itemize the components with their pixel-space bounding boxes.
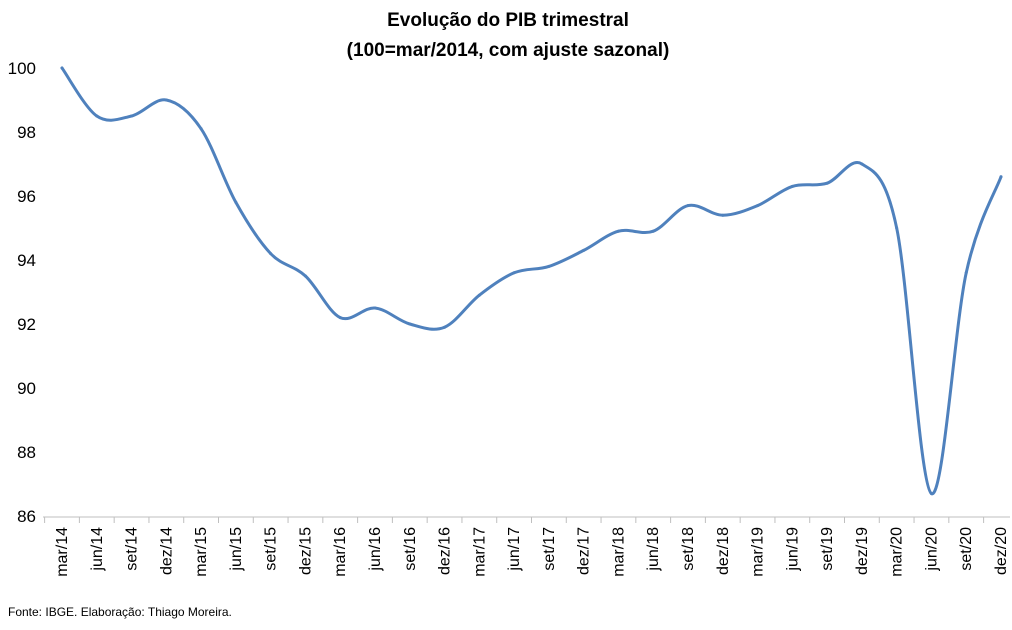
x-tick-label: mar/20 xyxy=(889,527,906,577)
x-tick-label: dez/14 xyxy=(158,527,175,575)
y-axis-ticks: 86 88 90 92 94 96 98 100 xyxy=(8,59,36,526)
x-tick-label: jun/19 xyxy=(784,527,801,572)
y-tick-label: 94 xyxy=(17,251,36,270)
x-tick-label: set/17 xyxy=(541,527,558,571)
x-tick-label: jun/16 xyxy=(367,527,384,572)
x-tick-label: mar/16 xyxy=(332,527,349,577)
data-point xyxy=(929,492,933,496)
y-tick-label: 98 xyxy=(17,123,36,142)
data-point xyxy=(616,229,620,233)
chart-subtitle: (100=mar/2014, com ajuste sazonal) xyxy=(347,40,670,61)
data-point xyxy=(825,181,829,185)
x-tick-label: dez/15 xyxy=(297,527,314,575)
data-points xyxy=(60,66,1003,496)
source-note: Fonte: IBGE. Elaboração: Thiago Moreira. xyxy=(8,605,232,619)
data-point xyxy=(269,252,273,256)
data-point xyxy=(721,213,725,217)
gdp-series-line xyxy=(60,66,1003,496)
data-point xyxy=(373,306,377,310)
x-tick-label: jun/14 xyxy=(89,527,106,572)
x-tick-label: mar/15 xyxy=(193,527,210,577)
data-point xyxy=(60,66,64,70)
data-point xyxy=(756,204,760,208)
x-tick-label: mar/14 xyxy=(54,527,71,577)
data-point xyxy=(512,271,516,275)
x-tick-label: mar/17 xyxy=(471,527,488,577)
data-point xyxy=(408,322,412,326)
x-tick-label: mar/19 xyxy=(750,527,767,577)
x-tick-label: set/16 xyxy=(402,527,419,571)
data-point xyxy=(199,127,203,131)
x-tick-label: set/14 xyxy=(124,527,141,571)
x-tick-label: set/19 xyxy=(819,527,836,571)
data-point xyxy=(547,264,551,268)
data-point xyxy=(338,316,342,320)
data-point xyxy=(443,325,447,329)
x-tick-label: jun/15 xyxy=(228,527,245,572)
data-point xyxy=(860,162,864,166)
data-point xyxy=(964,271,968,275)
data-point xyxy=(164,98,168,102)
chart-title: Evolução do PIB trimestral xyxy=(387,10,629,31)
y-tick-label: 88 xyxy=(17,443,36,462)
y-tick-label: 86 xyxy=(17,507,36,526)
data-point xyxy=(130,114,134,118)
data-point xyxy=(477,293,481,297)
x-tick-label: jun/18 xyxy=(645,527,662,572)
x-tick-label: dez/19 xyxy=(854,527,871,575)
data-point xyxy=(582,248,586,252)
x-tick-label: set/15 xyxy=(263,527,280,571)
y-tick-label: 100 xyxy=(8,59,36,78)
data-point xyxy=(686,204,690,208)
data-point xyxy=(790,184,794,188)
x-tick-label: jun/20 xyxy=(923,527,940,572)
x-tick-label: dez/16 xyxy=(437,527,454,575)
x-axis-ticks: mar/14 jun/14 set/14 dez/14 mar/15 jun/15 set/… xyxy=(44,517,1010,577)
x-tick-label: mar/18 xyxy=(610,527,627,577)
data-point xyxy=(303,274,307,278)
data-point xyxy=(651,229,655,233)
data-point xyxy=(234,200,238,204)
y-tick-label: 92 xyxy=(17,315,36,334)
x-tick-label: set/18 xyxy=(680,527,697,571)
data-point xyxy=(999,175,1003,179)
y-tick-label: 96 xyxy=(17,187,36,206)
x-tick-label: jun/17 xyxy=(506,527,523,572)
data-point xyxy=(95,114,99,118)
y-tick-label: 90 xyxy=(17,379,36,398)
x-tick-label: set/20 xyxy=(958,527,975,571)
x-tick-label: dez/20 xyxy=(993,527,1010,575)
x-tick-label: dez/17 xyxy=(576,527,593,575)
x-tick-label: dez/18 xyxy=(715,527,732,575)
data-point xyxy=(895,226,899,230)
